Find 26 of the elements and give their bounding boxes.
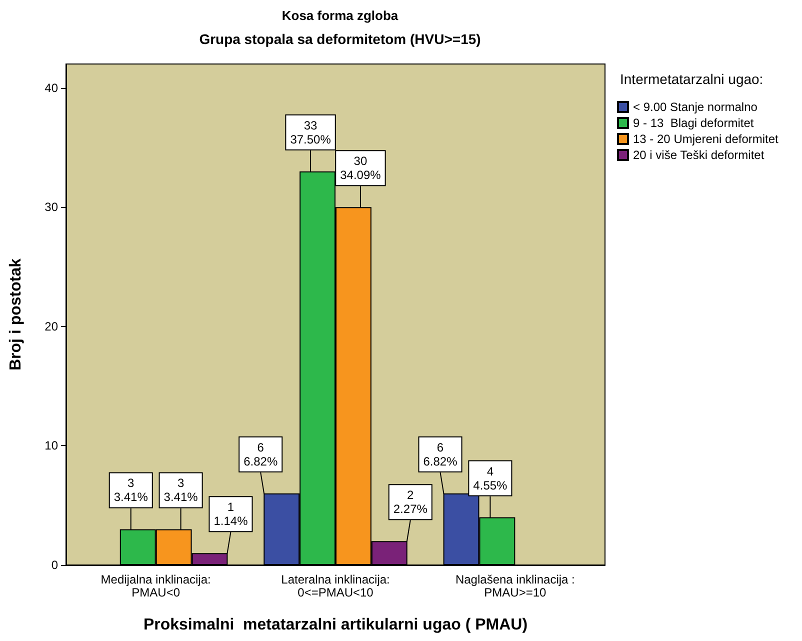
legend-label: 13 - 20 Umjereni deformitet	[633, 132, 780, 146]
data-label: 3 3.41%	[164, 476, 198, 504]
y-axis-title: Broj i postotak	[8, 258, 24, 371]
data-label: 2 2.27%	[393, 488, 428, 516]
data-label: 1 1.14%	[214, 500, 248, 528]
data-label: 6 6.82%	[423, 440, 458, 468]
y-tick-label: 10	[44, 438, 58, 453]
chart-subtitle: Grupa stopala sa deformitetom (HVU>=15)	[199, 31, 481, 47]
data-label: 3 3.41%	[114, 476, 148, 504]
x-tick-label: Medijalna inklinacija: PMAU<0	[100, 572, 211, 600]
data-label: 30 34.09%	[340, 154, 382, 182]
x-axis-title: Proksimalni metatarzalni artikularni ugao ( PMAU)	[143, 616, 528, 634]
y-tick-label: 30	[44, 200, 58, 214]
y-tick-label: 40	[44, 80, 58, 95]
y-tick-label: 0	[51, 558, 58, 572]
legend-label: < 9.00 Stanje normalno	[633, 100, 758, 114]
legend-title: Intermetatarzalni ugao:	[620, 71, 764, 87]
data-label: 6 6.82%	[244, 440, 278, 468]
legend-label: 20 i više Teški deformitet	[633, 148, 765, 162]
data-label: 33 37.50%	[290, 118, 332, 146]
x-tick-label: Lateralna inklinacija: 0<=PMAU<10	[281, 572, 390, 600]
x-tick-label: Naglašena inklinacija : PMAU>=10	[455, 572, 575, 600]
data-label: 4 4.55%	[473, 464, 508, 492]
legend-label: 9 - 13 Blagi deformitet	[633, 116, 754, 130]
y-tick-label: 20	[44, 319, 58, 334]
chart-title: Kosa forma zgloba	[282, 8, 399, 23]
